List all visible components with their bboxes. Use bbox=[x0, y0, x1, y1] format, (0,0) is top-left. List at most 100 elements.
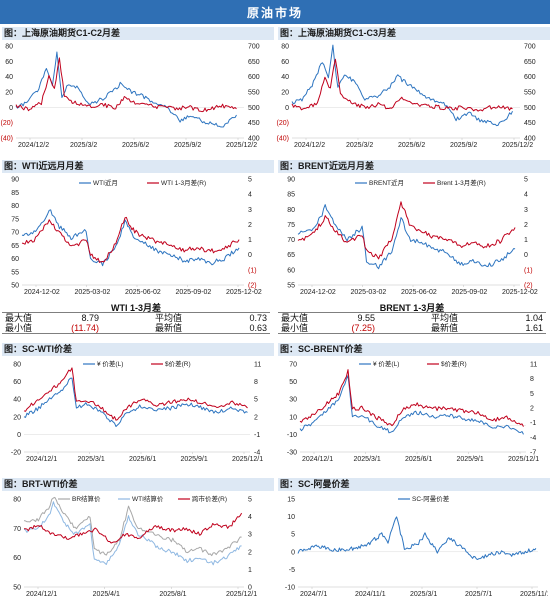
stats-value: 1.61 bbox=[482, 323, 546, 334]
series-line bbox=[23, 367, 248, 421]
legend-item: BRENT近月 bbox=[355, 178, 404, 187]
x-tick-label: 2024/12/1 bbox=[302, 456, 333, 463]
y-left-tick-label: 20 bbox=[281, 90, 289, 97]
y-left-tick-label: 90 bbox=[287, 177, 295, 184]
y-left-tick-label: -10 bbox=[285, 585, 295, 592]
series-line bbox=[297, 201, 516, 260]
y-left-tick-label: 15 bbox=[287, 497, 295, 504]
y-right-tick-label: 650 bbox=[248, 59, 260, 66]
stats-label: 最大值 bbox=[2, 312, 62, 323]
y-right-tick-label: 3 bbox=[524, 207, 528, 214]
y-left-tick-label: 60 bbox=[11, 256, 19, 263]
y-left-tick-label: -5 bbox=[289, 567, 295, 574]
stats-table-brent: 最大值 9.55 平均值 1.04 最小值 (7.25) 最新值 1.61 bbox=[278, 312, 546, 334]
chart-title: 图：BRENT近远月月差 bbox=[278, 160, 550, 173]
y-right-tick-label: 2 bbox=[524, 222, 528, 229]
legend-label: ¥ 价差(L) bbox=[373, 359, 399, 368]
y-right-tick-label: (2) bbox=[524, 283, 533, 290]
y-left-tick-label: 80 bbox=[13, 362, 21, 369]
legend-label: BR结算价 bbox=[72, 494, 101, 503]
series-line bbox=[299, 369, 524, 427]
legend-item: 跨市价差(R) bbox=[178, 494, 227, 503]
stats-row: 最大值 8.79 平均值 0.73 bbox=[2, 312, 270, 323]
y-left-tick-label: 60 bbox=[281, 59, 289, 66]
y-right-tick-label: -1 bbox=[530, 420, 536, 427]
y-left-tick-label: 55 bbox=[11, 269, 19, 276]
series-line bbox=[23, 496, 242, 557]
stats-label: 最新值 bbox=[152, 323, 206, 334]
legend-item: ¥ 价差(L) bbox=[359, 359, 399, 368]
stats-title: BRENT 1-3月差 bbox=[379, 303, 445, 313]
y-right-tick-label: 0 bbox=[524, 252, 528, 259]
y-left-tick-label: 20 bbox=[13, 414, 21, 421]
y-left-tick-label: 80 bbox=[11, 203, 19, 210]
y-left-tick-label: 75 bbox=[287, 222, 295, 229]
x-tick-label: 2025/11/1 bbox=[520, 591, 548, 598]
y-right-tick-label: (1) bbox=[248, 267, 257, 274]
x-tick-label: 2025/9/1 bbox=[457, 456, 484, 463]
x-tick-label: 2024/7/1 bbox=[300, 591, 327, 598]
stats-title: WTI 1-3月差 bbox=[110, 303, 161, 313]
series-line bbox=[297, 516, 537, 560]
series-line bbox=[23, 377, 248, 427]
y-right-tick-label: 700 bbox=[524, 44, 536, 51]
legend-item: WTI 1-3月差(R) bbox=[147, 178, 206, 187]
y-left-tick-label: 70 bbox=[289, 362, 297, 369]
stats-value: (7.25) bbox=[338, 323, 378, 334]
y-left-tick-label: 85 bbox=[11, 190, 19, 197]
legend-label: ¥ 价差(L) bbox=[97, 359, 123, 368]
chart-title: 图：上海原油期货C1-C2月差 bbox=[2, 27, 274, 40]
stats-label: 最新值 bbox=[428, 323, 482, 334]
y-left-tick-label: 55 bbox=[287, 283, 295, 290]
x-tick-label: 2025/12/2 bbox=[502, 142, 533, 149]
legend-item: WTI结算价 bbox=[118, 494, 164, 503]
legend-label: $价差(R) bbox=[165, 359, 191, 368]
x-tick-label: 2025/12/1 bbox=[508, 456, 539, 463]
y-right-tick-label: 1 bbox=[248, 237, 252, 244]
y-right-tick-label: 5 bbox=[524, 177, 528, 184]
y-left-tick-label: 70 bbox=[13, 526, 21, 533]
legend-item: ¥ 价差(L) bbox=[83, 359, 123, 368]
legend-label: SC-阿曼价差 bbox=[412, 494, 450, 503]
y-right-tick-label: 1 bbox=[248, 567, 252, 574]
y-right-tick-label: 500 bbox=[248, 105, 260, 112]
chart-c1c2: 806040200(20)(40)70065060055050045040020… bbox=[1, 44, 260, 150]
y-left-tick-label: 70 bbox=[11, 230, 19, 237]
stats-value: 9.55 bbox=[338, 312, 378, 323]
y-left-tick-label: 65 bbox=[287, 252, 295, 259]
legend-label: Brent 1-3月差(R) bbox=[437, 178, 486, 187]
legend-label: WTI近月 bbox=[93, 178, 118, 187]
stats-row: 最小值 (7.25) 最新值 1.61 bbox=[278, 323, 546, 334]
series-line bbox=[21, 209, 240, 267]
y-right-tick-label: 3 bbox=[248, 207, 252, 214]
y-right-tick-label: 450 bbox=[524, 120, 536, 127]
y-right-tick-label: 4 bbox=[248, 192, 252, 199]
y-left-tick-label: 65 bbox=[11, 243, 19, 250]
y-left-tick-label: 30 bbox=[289, 397, 297, 404]
y-right-tick-label: 8 bbox=[254, 379, 258, 386]
x-tick-label: 2025-06-02 bbox=[125, 289, 161, 296]
y-right-tick-label: -4 bbox=[254, 450, 260, 457]
stats-value: 0.63 bbox=[206, 323, 270, 334]
y-left-tick-label: (20) bbox=[277, 120, 289, 127]
chart-sc-oman: 15 10 5 0 -5 -10 2024/7/1 2024/11/1 2025/3/1 2025… bbox=[285, 494, 548, 598]
legend-item: Brent 1-3月差(R) bbox=[423, 178, 486, 187]
stats-label: 最小值 bbox=[2, 323, 62, 334]
legend-label: BRENT近月 bbox=[369, 178, 404, 187]
x-tick-label: 2024-12-02 bbox=[300, 289, 336, 296]
banner: 原油市场 bbox=[0, 0, 550, 24]
x-tick-label: 2024-12-02 bbox=[24, 289, 60, 296]
y-right-tick-label: 5 bbox=[248, 497, 252, 504]
x-tick-label: 2025/7/1 bbox=[465, 591, 492, 598]
y-right-tick-label: 0 bbox=[248, 585, 252, 592]
y-left-tick-label: -30 bbox=[287, 450, 297, 457]
y-left-tick-label: 0 bbox=[285, 105, 289, 112]
legend-label: WTI 1-3月差(R) bbox=[161, 178, 206, 187]
y-right-tick-label: 400 bbox=[248, 136, 260, 143]
y-right-tick-label: 450 bbox=[248, 120, 260, 127]
y-right-tick-label: 3 bbox=[248, 532, 252, 539]
x-tick-label: 2025/6/2 bbox=[398, 142, 425, 149]
x-tick-label: 2025/6/1 bbox=[129, 456, 156, 463]
y-left-tick-label: 50 bbox=[289, 379, 297, 386]
